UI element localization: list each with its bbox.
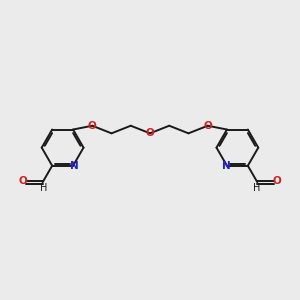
Text: O: O — [18, 176, 27, 186]
Text: O: O — [88, 121, 97, 131]
Text: O: O — [146, 128, 154, 138]
Text: O: O — [273, 176, 282, 186]
Text: N: N — [222, 161, 230, 171]
Text: H: H — [253, 183, 260, 193]
Text: N: N — [70, 161, 78, 171]
Text: H: H — [40, 183, 47, 193]
Text: O: O — [203, 121, 212, 131]
